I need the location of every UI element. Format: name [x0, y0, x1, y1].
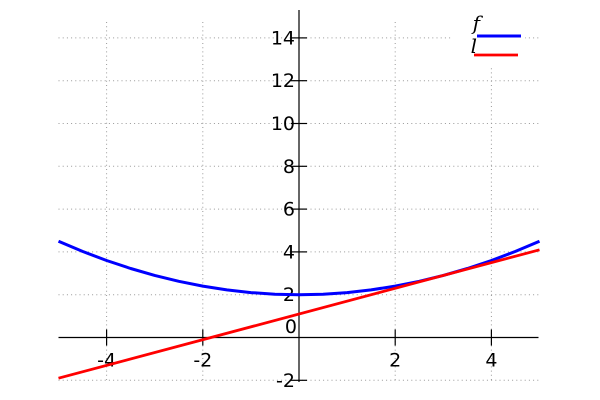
x-tick-label: 2: [389, 350, 401, 372]
y-tick-label: 14: [271, 27, 295, 49]
y-tick-label: 12: [271, 70, 295, 92]
legend-label-l: l: [471, 34, 477, 58]
y-tick-label: 0: [285, 316, 297, 338]
y-tick-label: 10: [271, 113, 295, 135]
series-l-line: [58, 248, 540, 380]
y-tick-label: 6: [283, 199, 295, 221]
y-tick-label: -2: [276, 370, 295, 392]
legend-background: [452, 12, 525, 65]
y-tick-label: 8: [283, 156, 295, 178]
axes-layer: [58, 10, 539, 382]
legend: f l: [452, 11, 525, 65]
y-tick-label: 4: [283, 241, 295, 263]
series-layer: [57, 239, 541, 380]
x-tick-label: -2: [193, 350, 212, 372]
x-tick-label: 4: [485, 350, 497, 372]
grid-layer: [58, 22, 540, 381]
